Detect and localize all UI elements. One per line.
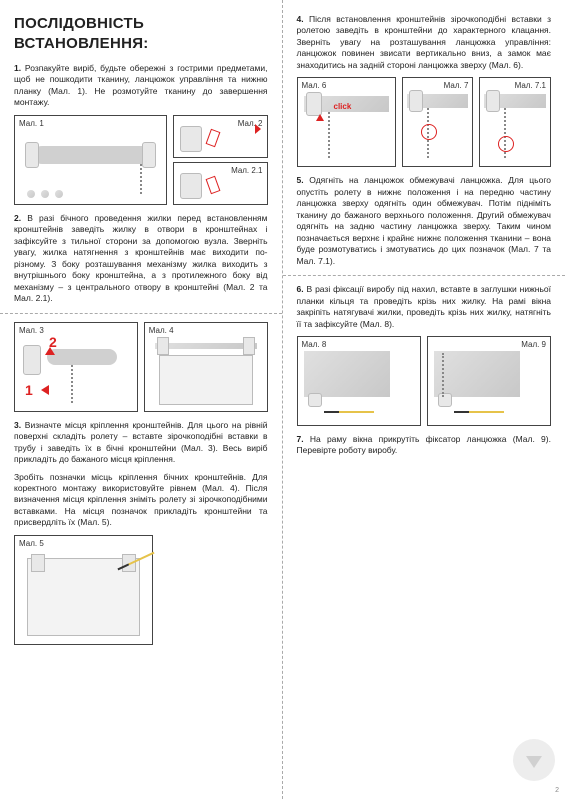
figure-2-label: Мал. 2 xyxy=(238,119,263,129)
step-2-body: В разі бічного проведення жилки перед вс… xyxy=(14,213,268,303)
figure-6-label: Мал. 6 xyxy=(302,81,327,91)
step-4-text: 4. Після встановлення кронштейнів зірочк… xyxy=(297,14,552,71)
step-5-num: 5. xyxy=(297,175,304,185)
step-4-body: Після встановлення кронштейнів зірочкопо… xyxy=(297,14,552,70)
figure-3-label: Мал. 3 xyxy=(19,326,44,336)
figure-7-label: Мал. 7 xyxy=(444,81,469,91)
figure-5: Мал. 5 xyxy=(14,535,153,645)
figure-3-mark-1: 1 xyxy=(25,381,33,399)
step-1-num: 1. xyxy=(14,63,21,73)
figure-9: Мал. 9 xyxy=(427,336,551,426)
step-2-text: 2. В разі бічного проведення жилки перед… xyxy=(14,213,268,305)
step-2-num: 2. xyxy=(14,213,21,223)
figure-4: Мал. 4 xyxy=(144,322,268,412)
step-6-body: В разі фіксації виробу під нахил, вставт… xyxy=(297,284,552,328)
figure-7-1: Мал. 7.1 xyxy=(479,77,551,167)
step-1-text: 1. Розпакуйте виріб, будьте обережні з г… xyxy=(14,63,268,109)
step-7-text: 7. На раму вікна прикрутіть фіксатор лан… xyxy=(297,434,552,457)
figure-2-1-label: Мал. 2.1 xyxy=(231,166,262,176)
step-6-text: 6. В разі фіксації виробу під нахил, вст… xyxy=(297,284,552,330)
page-number: 2 xyxy=(555,786,559,795)
figure-8: Мал. 8 xyxy=(297,336,421,426)
step-7-num: 7. xyxy=(297,434,304,444)
figure-1: Мал. 1 xyxy=(14,115,167,205)
step-3a-body: Визначте місця кріплення кронштейнів. Дл… xyxy=(14,420,268,464)
page-title: ПОСЛІДОВНІСТЬ ВСТАНОВЛЕННЯ: xyxy=(14,14,268,53)
step-3b-body: Зробіть позначки місць кріплення бічних … xyxy=(14,472,268,528)
step-3b-text: Зробіть позначки місць кріплення бічних … xyxy=(14,472,268,529)
step-1-body: Розпакуйте виріб, будьте обережні з гост… xyxy=(14,63,268,107)
step-4-num: 4. xyxy=(297,14,304,24)
step-5-body: Одягніть на ланцюжок обмежувачі ланцюжка… xyxy=(297,175,552,265)
figure-6-click: click xyxy=(334,102,352,112)
step-7-body: На раму вікна прикрутіть фіксатор ланцюж… xyxy=(297,434,551,455)
figure-7-1-label: Мал. 7.1 xyxy=(515,81,546,91)
figure-3: Мал. 3 1 2 xyxy=(14,322,138,412)
step-3a-text: 3. Визначте місця кріплення кронштейнів.… xyxy=(14,420,268,466)
step-3-num: 3. xyxy=(14,420,21,430)
figure-5-label: Мал. 5 xyxy=(19,539,44,549)
figure-6: Мал. 6 click xyxy=(297,77,396,167)
figure-2: Мал. 2 xyxy=(173,115,267,158)
figure-7: Мал. 7 xyxy=(402,77,474,167)
figure-2-1: Мал. 2.1 xyxy=(173,162,267,205)
step-5-text: 5. Одягніть на ланцюжок обмежувачі ланцю… xyxy=(297,175,552,267)
figure-1-label: Мал. 1 xyxy=(19,119,44,129)
figure-9-label: Мал. 9 xyxy=(521,340,546,350)
step-6-num: 6. xyxy=(297,284,304,294)
watermark-icon xyxy=(513,739,555,781)
figure-4-label: Мал. 4 xyxy=(149,326,174,336)
figure-8-label: Мал. 8 xyxy=(302,340,327,350)
